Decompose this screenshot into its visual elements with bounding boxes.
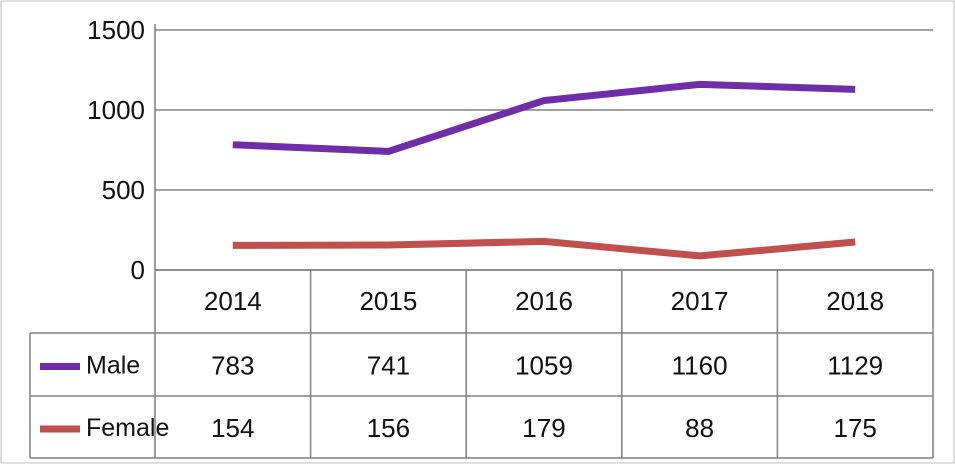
legend-label-female: Female xyxy=(86,414,169,442)
data-label-male-2015: 741 xyxy=(367,351,410,381)
data-label-male-2017: 1160 xyxy=(672,351,728,381)
data-label-female-2014: 154 xyxy=(211,413,254,443)
x-tick-label-2017: 2017 xyxy=(671,286,729,316)
x-tick-label-2018: 2018 xyxy=(826,286,884,316)
data-label-male-2016: 1059 xyxy=(515,351,573,381)
x-tick-label-2016: 2016 xyxy=(515,286,573,316)
data-label-male-2018: 1129 xyxy=(827,351,883,381)
data-label-female-2017: 88 xyxy=(685,413,714,443)
y-tick-label-500: 500 xyxy=(102,175,145,205)
x-tick-label-2014: 2014 xyxy=(204,286,262,316)
y-tick-label-1000: 1000 xyxy=(87,95,145,125)
y-tick-label-1500: 1500 xyxy=(87,15,145,45)
series-line-female xyxy=(233,241,855,256)
y-axis-tick-labels: 0 500 1000 1500 xyxy=(87,15,145,285)
series-line-male xyxy=(233,84,855,151)
legend-label-male: Male xyxy=(86,352,140,380)
x-tick-label-2015: 2015 xyxy=(359,286,417,316)
y-tick-label-0: 0 xyxy=(131,255,145,285)
data-label-female-2015: 156 xyxy=(367,413,410,443)
data-table: 2014 2015 2016 2017 2018 Male 783 741 1059 1160 11… xyxy=(30,270,933,458)
data-label-female-2018: 175 xyxy=(834,413,877,443)
data-label-male-2014: 783 xyxy=(211,351,254,381)
data-label-female-2016: 179 xyxy=(522,413,565,443)
